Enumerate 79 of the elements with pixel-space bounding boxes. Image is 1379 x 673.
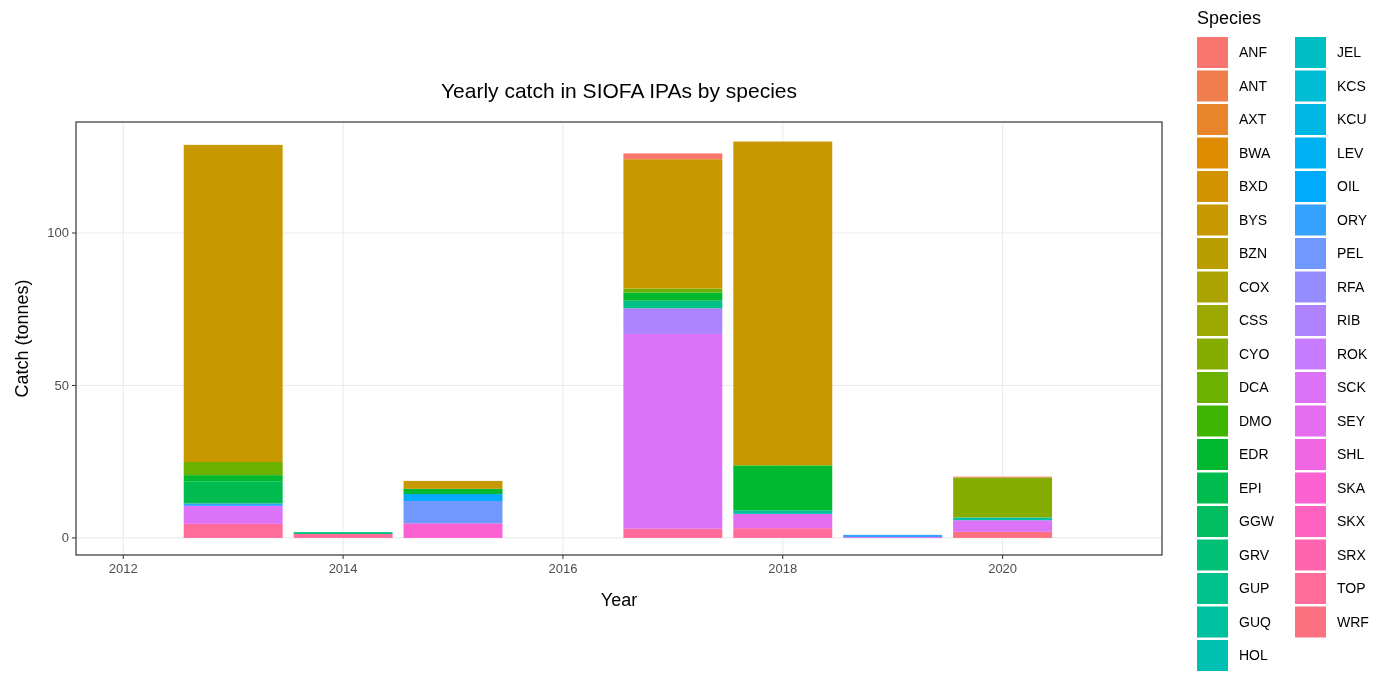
legend-label: AXT	[1239, 111, 1267, 127]
legend-label: KCS	[1337, 77, 1366, 94]
bar	[293, 533, 393, 538]
x-tick-label: 2014	[328, 561, 358, 576]
legend-label: SKA	[1337, 479, 1366, 496]
x-tick-label: 2012	[108, 561, 138, 576]
legend-label: CYO	[1239, 345, 1270, 362]
bar	[623, 300, 723, 309]
bar	[733, 510, 833, 514]
legend-label: LEV	[1337, 144, 1365, 161]
bar	[953, 520, 1053, 532]
y-tick-label: 100	[47, 225, 69, 241]
legend-label: DCA	[1239, 379, 1270, 395]
legend-label: GUQ	[1239, 613, 1271, 630]
x-tick-label: 2020	[988, 561, 1018, 576]
bar	[623, 159, 723, 289]
y-axis-title: Catch (tonnes)	[12, 279, 32, 398]
bar	[953, 477, 1053, 518]
legend-title: Species	[1197, 8, 1262, 28]
legend-label: ORY	[1337, 211, 1368, 228]
y-tick-label: 0	[61, 530, 69, 546]
bar	[623, 308, 723, 334]
chart-title: Yearly catch in SIOFA IPAs by species	[440, 79, 798, 102]
x-axis-title: Year	[600, 590, 638, 610]
legend-label: RIB	[1337, 312, 1361, 328]
bar	[183, 475, 283, 482]
legend-label: SKX	[1337, 513, 1366, 529]
legend-label: ROK	[1337, 345, 1368, 362]
bar	[403, 494, 503, 502]
legend-label: HOL	[1239, 647, 1268, 663]
legend-label: SEY	[1337, 412, 1366, 429]
bar	[733, 528, 833, 538]
legend-label: DMO	[1239, 412, 1272, 429]
bar	[733, 513, 833, 529]
legend-label: OIL	[1337, 178, 1360, 194]
bar	[403, 523, 503, 538]
bar	[403, 480, 503, 489]
legend-label: GUP	[1239, 580, 1270, 596]
bar	[183, 503, 283, 506]
bar	[623, 333, 723, 529]
legend-label: EPI	[1239, 479, 1262, 496]
legend-label: JEL	[1337, 44, 1362, 60]
legend-label: PEL	[1337, 245, 1364, 261]
legend-label: KCU	[1337, 111, 1367, 127]
bar	[953, 517, 1053, 521]
legend-label: WRF	[1337, 613, 1369, 630]
legend-label: BYS	[1239, 211, 1268, 228]
legend-label: BZN	[1239, 245, 1267, 261]
legend-label: EDR	[1239, 446, 1269, 462]
y-tick-label: 50	[54, 377, 69, 393]
x-tick-label: 2018	[768, 561, 798, 576]
bar	[623, 292, 723, 301]
legend-label: SCK	[1337, 379, 1367, 395]
legend-label: CSS	[1239, 312, 1268, 328]
legend-label: GRV	[1239, 546, 1270, 563]
bar	[733, 465, 833, 511]
bar	[403, 488, 503, 495]
legend-label: TOP	[1337, 580, 1366, 596]
legend-label: SHL	[1337, 446, 1365, 462]
legend-label: BWA	[1239, 144, 1272, 161]
legend-label: ANT	[1239, 77, 1268, 94]
legend-label: ANF	[1239, 44, 1267, 60]
bar	[183, 144, 283, 462]
bar	[953, 531, 1053, 538]
bar	[183, 462, 283, 476]
bar	[733, 141, 833, 466]
bar	[183, 523, 283, 538]
x-tick-label: 2016	[548, 561, 578, 576]
bar	[183, 481, 283, 504]
bar	[403, 501, 503, 524]
bar	[623, 288, 723, 293]
bar	[623, 528, 723, 538]
bar	[183, 505, 283, 524]
bar	[623, 153, 723, 160]
legend-label: COX	[1239, 278, 1270, 295]
legend-label: BXD	[1239, 178, 1268, 194]
legend-label: SRX	[1337, 546, 1367, 563]
legend-label: RFA	[1337, 278, 1365, 295]
legend-label: GGW	[1239, 513, 1275, 529]
